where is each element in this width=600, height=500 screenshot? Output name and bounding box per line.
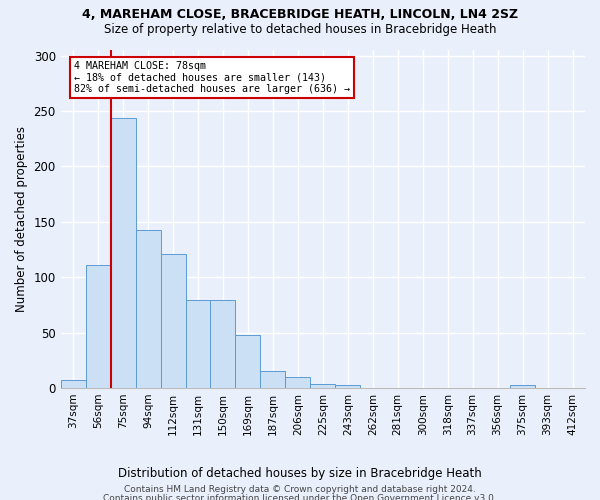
- Text: Distribution of detached houses by size in Bracebridge Heath: Distribution of detached houses by size …: [118, 468, 482, 480]
- Text: 4 MAREHAM CLOSE: 78sqm
← 18% of detached houses are smaller (143)
82% of semi-de: 4 MAREHAM CLOSE: 78sqm ← 18% of detached…: [74, 61, 350, 94]
- Bar: [335, 384, 360, 388]
- Bar: [510, 384, 535, 388]
- Text: Size of property relative to detached houses in Bracebridge Heath: Size of property relative to detached ho…: [104, 22, 496, 36]
- Bar: [235, 335, 260, 388]
- Bar: [286, 377, 310, 388]
- Bar: [110, 118, 136, 388]
- Bar: [211, 300, 235, 388]
- Bar: [161, 254, 185, 388]
- Bar: [185, 300, 211, 388]
- Bar: [260, 372, 286, 388]
- Text: Contains HM Land Registry data © Crown copyright and database right 2024.: Contains HM Land Registry data © Crown c…: [124, 485, 476, 494]
- Y-axis label: Number of detached properties: Number of detached properties: [15, 126, 28, 312]
- Bar: [136, 230, 161, 388]
- Bar: [86, 265, 110, 388]
- Text: Contains public sector information licensed under the Open Government Licence v3: Contains public sector information licen…: [103, 494, 497, 500]
- Text: 4, MAREHAM CLOSE, BRACEBRIDGE HEATH, LINCOLN, LN4 2SZ: 4, MAREHAM CLOSE, BRACEBRIDGE HEATH, LIN…: [82, 8, 518, 20]
- Bar: [310, 384, 335, 388]
- Bar: [61, 380, 86, 388]
